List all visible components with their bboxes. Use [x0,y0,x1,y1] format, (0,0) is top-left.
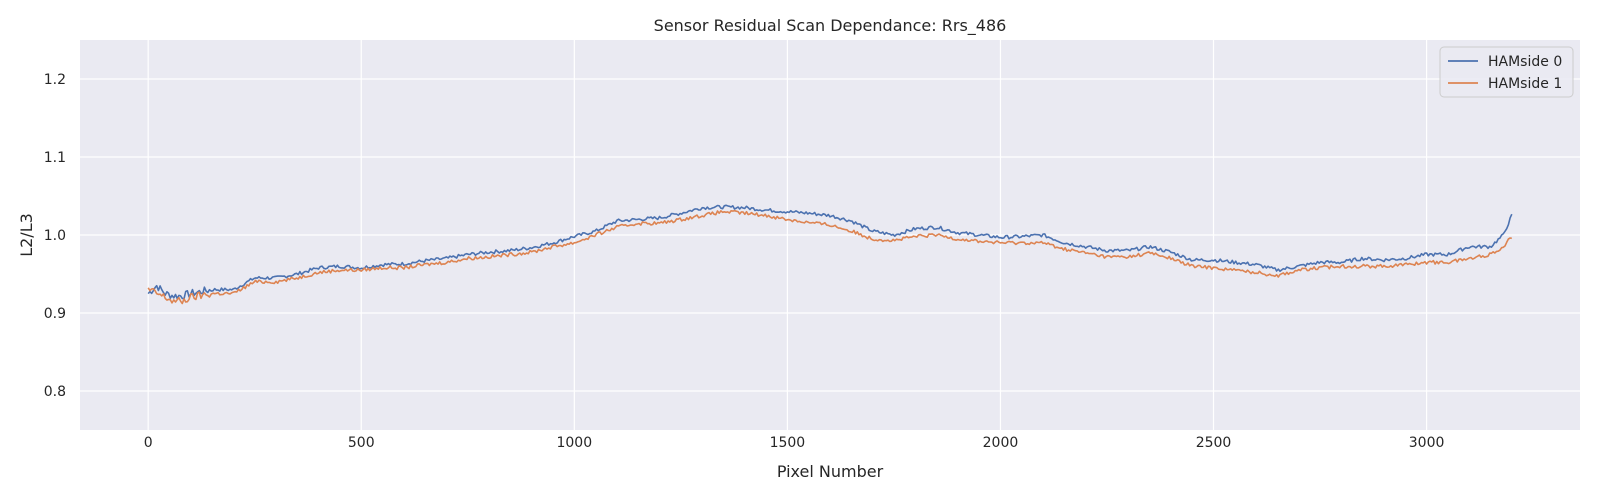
x-tick-label: 2500 [1196,435,1232,451]
y-axis: 0.8 0.9 1.0 1.1 1.2 [44,72,66,400]
x-tick-label: 0 [144,435,153,451]
x-tick-label: 2000 [983,435,1019,451]
y-tick-label: 0.9 [44,306,66,322]
legend-label: HAMside 0 [1488,54,1562,70]
x-tick-label: 1500 [770,435,806,451]
x-axis: 0 500 1000 1500 2000 2500 3000 [144,435,1445,451]
x-axis-title: Pixel Number [777,462,884,481]
y-tick-label: 0.8 [44,384,66,400]
x-tick-label: 1000 [556,435,592,451]
y-tick-label: 1.2 [44,72,66,88]
chart-title: Sensor Residual Scan Dependance: Rrs_486 [654,16,1007,36]
y-tick-label: 1.1 [44,150,66,166]
gridlines [80,40,1580,430]
series-line [147,204,1513,300]
legend-box [1439,46,1574,98]
legend-label: HAMside 1 [1488,76,1562,92]
y-axis-title: L2/L3 [17,213,36,257]
series-layer [147,204,1513,305]
series-line [147,209,1512,305]
y-tick-label: 1.0 [44,228,66,244]
legend: HAMside 0 HAMside 1 [1439,46,1574,98]
x-tick-label: 3000 [1409,435,1445,451]
x-tick-label: 500 [348,435,375,451]
